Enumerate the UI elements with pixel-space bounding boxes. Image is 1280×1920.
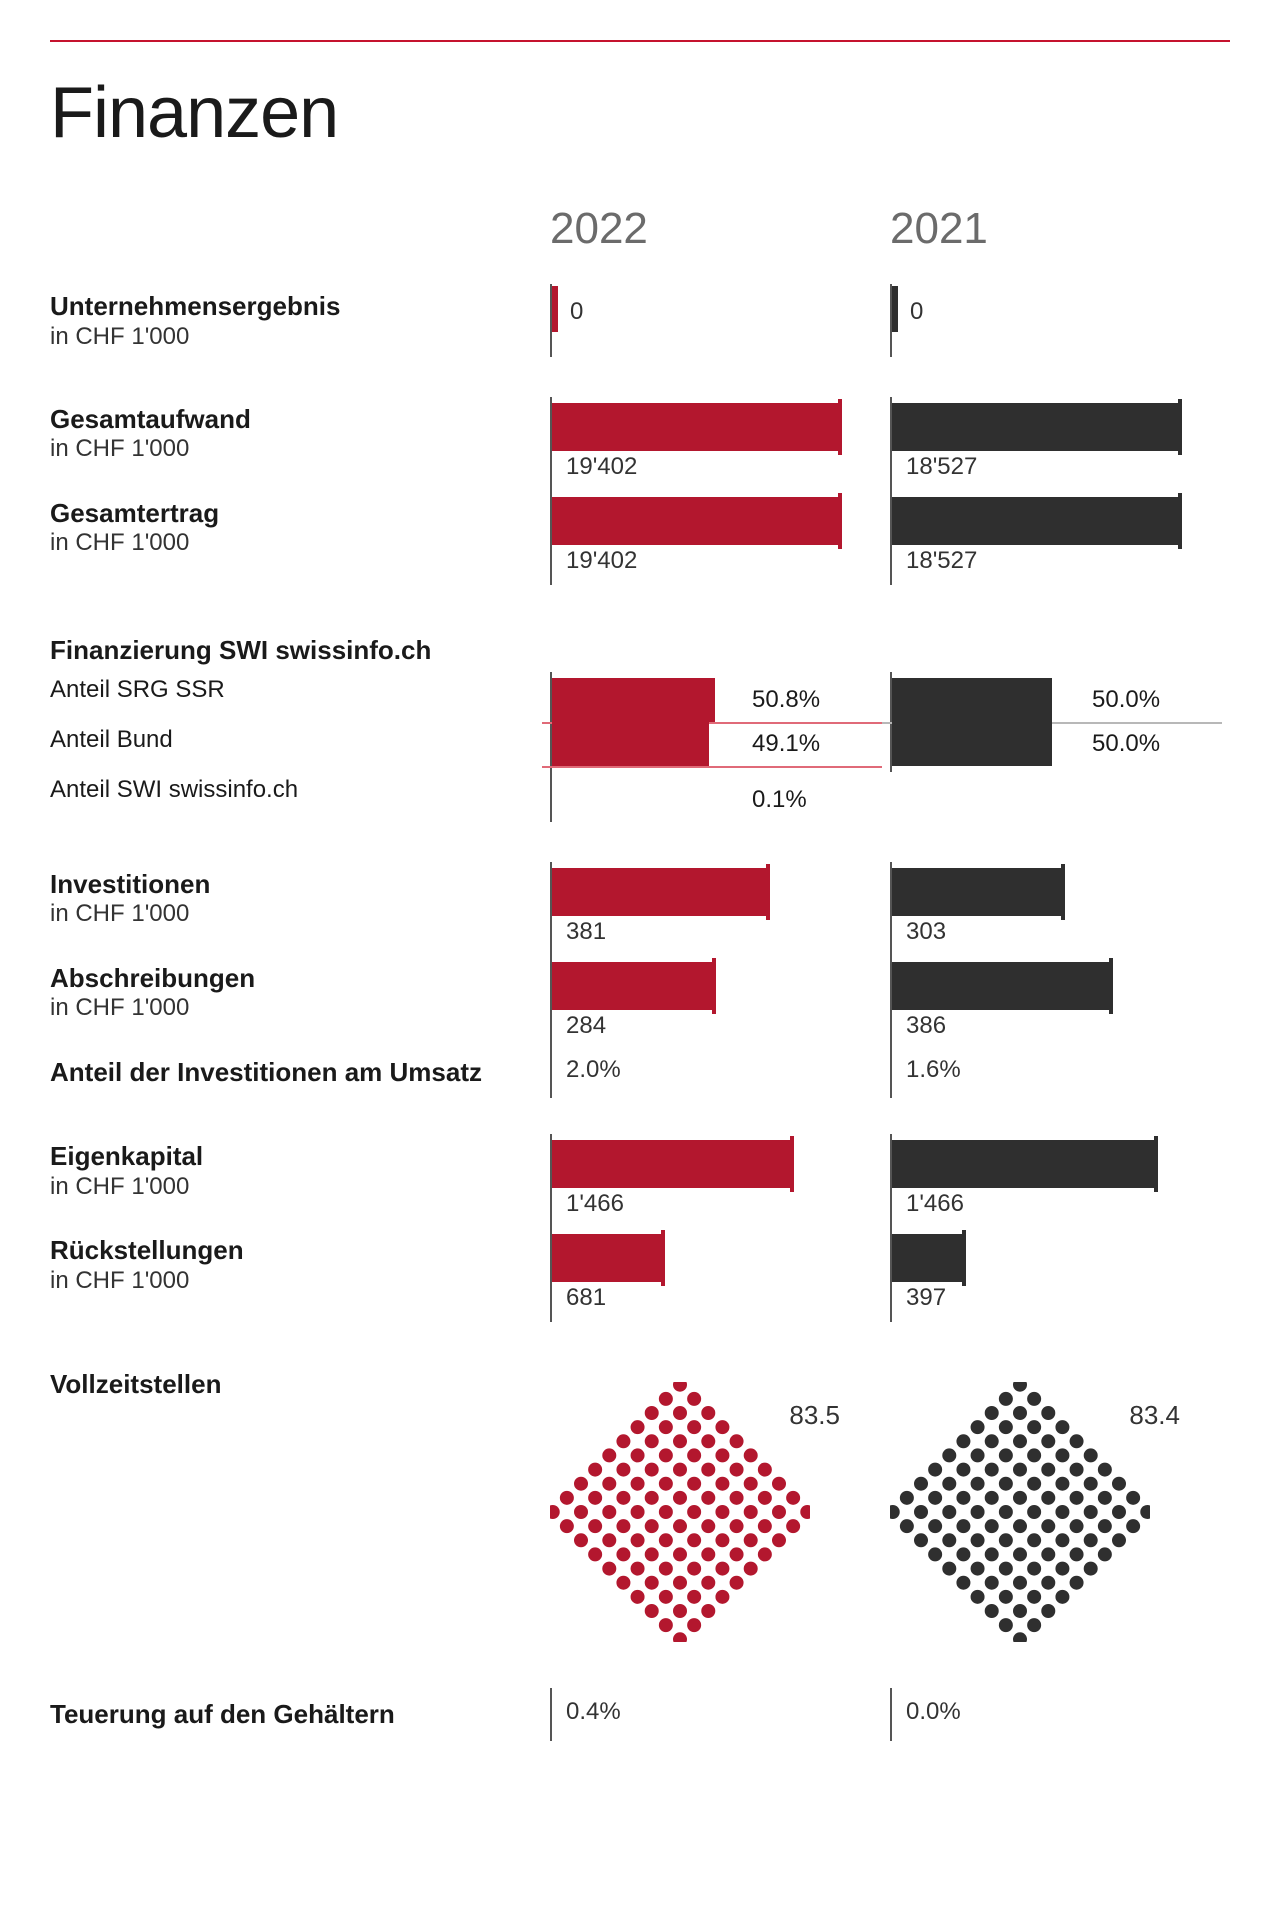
row-gesamtertrag-2022: 19'402 [550, 491, 890, 585]
row-anteil-bund-label: Anteil Bund [50, 722, 550, 772]
row-rueckstellungen-2021: 397 [890, 1228, 1230, 1322]
row-investitionen-2022: 381 [550, 862, 890, 956]
row-anteil-srg-2022: 50.8% 49.1% [550, 672, 890, 772]
year-2021-header: 2021 [890, 204, 1230, 284]
row-anteil-swi-2022: 0.1% [550, 772, 890, 822]
row-finanzierung-head: Finanzierung SWI swissinfo.ch [50, 625, 550, 672]
row-eigenkapital-2021: 1'466 [890, 1134, 1230, 1228]
row-abschreibungen-label: Abschreibungen in CHF 1'000 [50, 956, 550, 1050]
row-eigenkapital-label: Eigenkapital in CHF 1'000 [50, 1134, 550, 1228]
row-unternehmensergebnis-label: Unternehmensergebnis in CHF 1'000 [50, 284, 550, 357]
row-gesamtertrag-2021: 18'527 [890, 491, 1230, 585]
row-eigenkapital-2022: 1'466 [550, 1134, 890, 1228]
row-vollzeitstellen-2021: 83.4 [890, 1362, 1230, 1672]
row-rueckstellungen-label: Rückstellungen in CHF 1'000 [50, 1228, 550, 1322]
row-teuerung-label: Teuerung auf den Gehältern [50, 1692, 550, 1737]
row-teuerung-2022: 0.4% [550, 1692, 890, 1737]
row-gesamtertrag-label: Gesamtertrag in CHF 1'000 [50, 491, 550, 585]
row-gesamtaufwand-2022: 19'402 [550, 397, 890, 491]
year-2022-header: 2022 [550, 204, 890, 284]
row-investitionen-label: Investitionen in CHF 1'000 [50, 862, 550, 956]
row-anteil-srg-label: Anteil SRG SSR [50, 672, 550, 722]
row-anteil-invest-label: Anteil der Investitionen am Umsatz [50, 1050, 550, 1095]
row-unternehmensergebnis-2021: 0 [890, 284, 1230, 357]
top-rule [50, 40, 1230, 42]
finance-grid: 2022 2021 Unternehmensergebnis in CHF 1'… [50, 204, 1230, 1737]
row-anteil-invest-2021: 1.6% [890, 1050, 1230, 1095]
row-gesamtaufwand-label: Gesamtaufwand in CHF 1'000 [50, 397, 550, 491]
row-gesamtaufwand-2021: 18'527 [890, 397, 1230, 491]
row-anteil-srg-2021: 50.0% 50.0% [890, 672, 1230, 772]
row-abschreibungen-2022: 284 [550, 956, 890, 1050]
row-rueckstellungen-2022: 681 [550, 1228, 890, 1322]
row-anteil-invest-2022: 2.0% [550, 1050, 890, 1095]
row-vollzeitstellen-label: Vollzeitstellen [50, 1362, 550, 1672]
row-unternehmensergebnis-2022: 0 [550, 284, 890, 357]
row-abschreibungen-2021: 386 [890, 956, 1230, 1050]
row-anteil-swi-label: Anteil SWI swissinfo.ch [50, 772, 550, 822]
row-investitionen-2021: 303 [890, 862, 1230, 956]
row-vollzeitstellen-2022: 83.5 [550, 1362, 890, 1672]
row-teuerung-2021: 0.0% [890, 1692, 1230, 1737]
page-title: Finanzen [50, 72, 1230, 154]
